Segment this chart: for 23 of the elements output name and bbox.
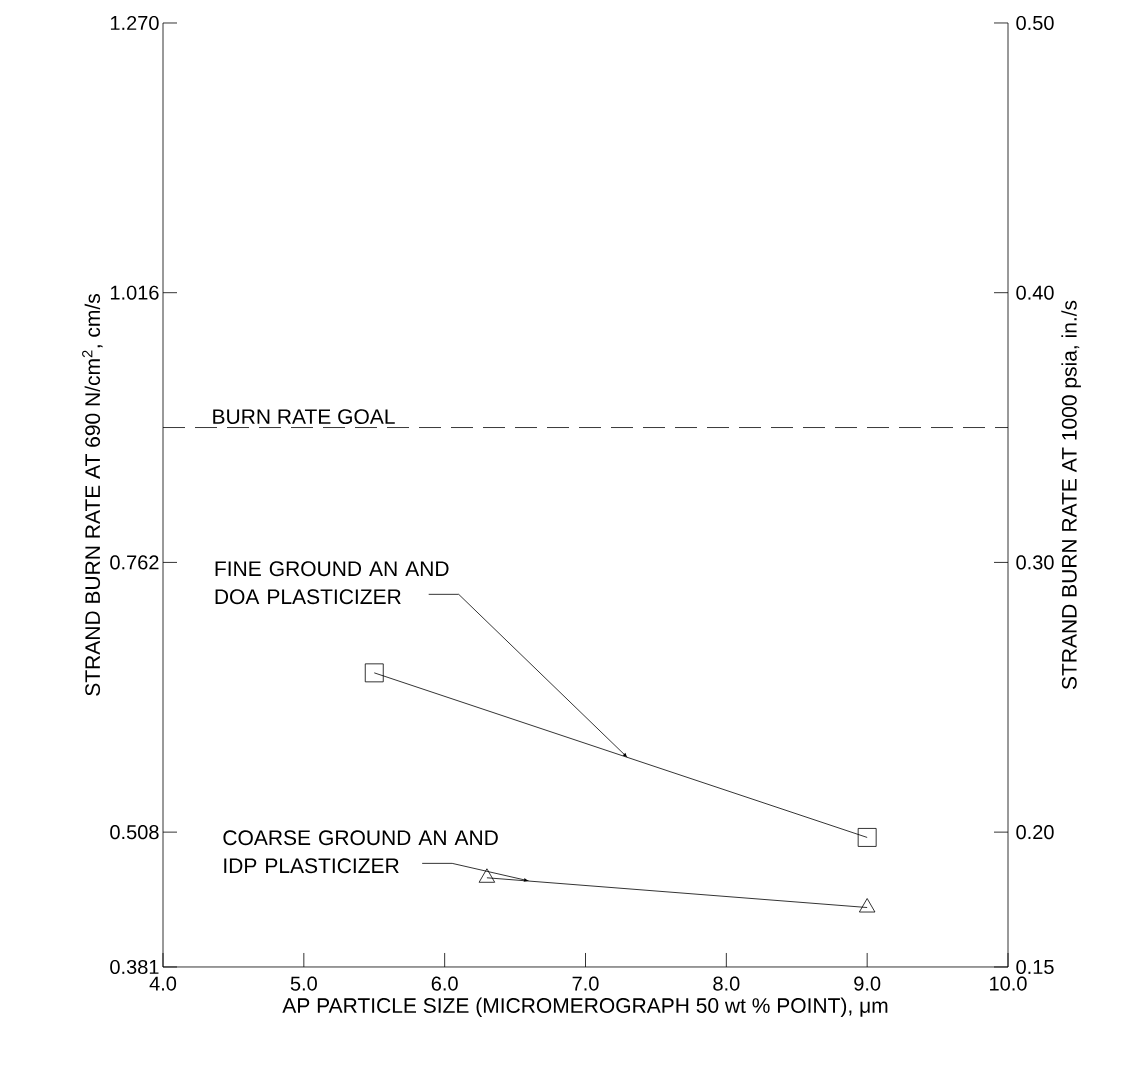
annotation: FINE GROUND AN AND DOA PLASTICIZER: [215, 561, 449, 605]
x-axis-title: AP PARTICLE SIZE (MICROMEROGRAPH 50 wt % POINT), μm: [282, 997, 888, 1018]
y-tick-label: 1.270: [110, 15, 159, 31]
x-tick-label: 9.0: [854, 976, 881, 991]
y2-tick-label: 0.20: [1016, 825, 1054, 840]
annotation: COARSE GROUND AN AND IDP PLASTICIZER: [223, 830, 498, 874]
x-tick-label: 7.0: [572, 976, 599, 991]
ref-line-label: BURN RATE GOAL: [213, 409, 395, 425]
y-tick-label: 0.762: [110, 555, 159, 570]
y2-tick-label: 0.30: [1016, 555, 1054, 570]
x-tick-label: 6.0: [431, 976, 458, 991]
y2-tick-label: 0.40: [1016, 285, 1054, 300]
x-tick-label: 10.0: [990, 976, 1027, 991]
y2-axis-title: STRAND BURN RATE AT 1000 psia, in./s: [1061, 300, 1081, 690]
x-tick-label: 4.0: [149, 976, 177, 991]
y-axis-title: STRAND BURN RATE AT 690 N/cm$^{2}$, cm/s: [82, 294, 103, 696]
y-tick-label: 0.381: [110, 959, 159, 975]
y-tick-label: 0.508: [110, 825, 159, 840]
x-tick-label: 5.0: [290, 976, 317, 991]
y2-tick-label: 0.15: [1016, 959, 1054, 975]
y2-tick-label: 0.50: [1016, 15, 1054, 31]
y-tick-label: 1.016: [110, 285, 159, 300]
x-tick-label: 8.0: [713, 976, 740, 991]
